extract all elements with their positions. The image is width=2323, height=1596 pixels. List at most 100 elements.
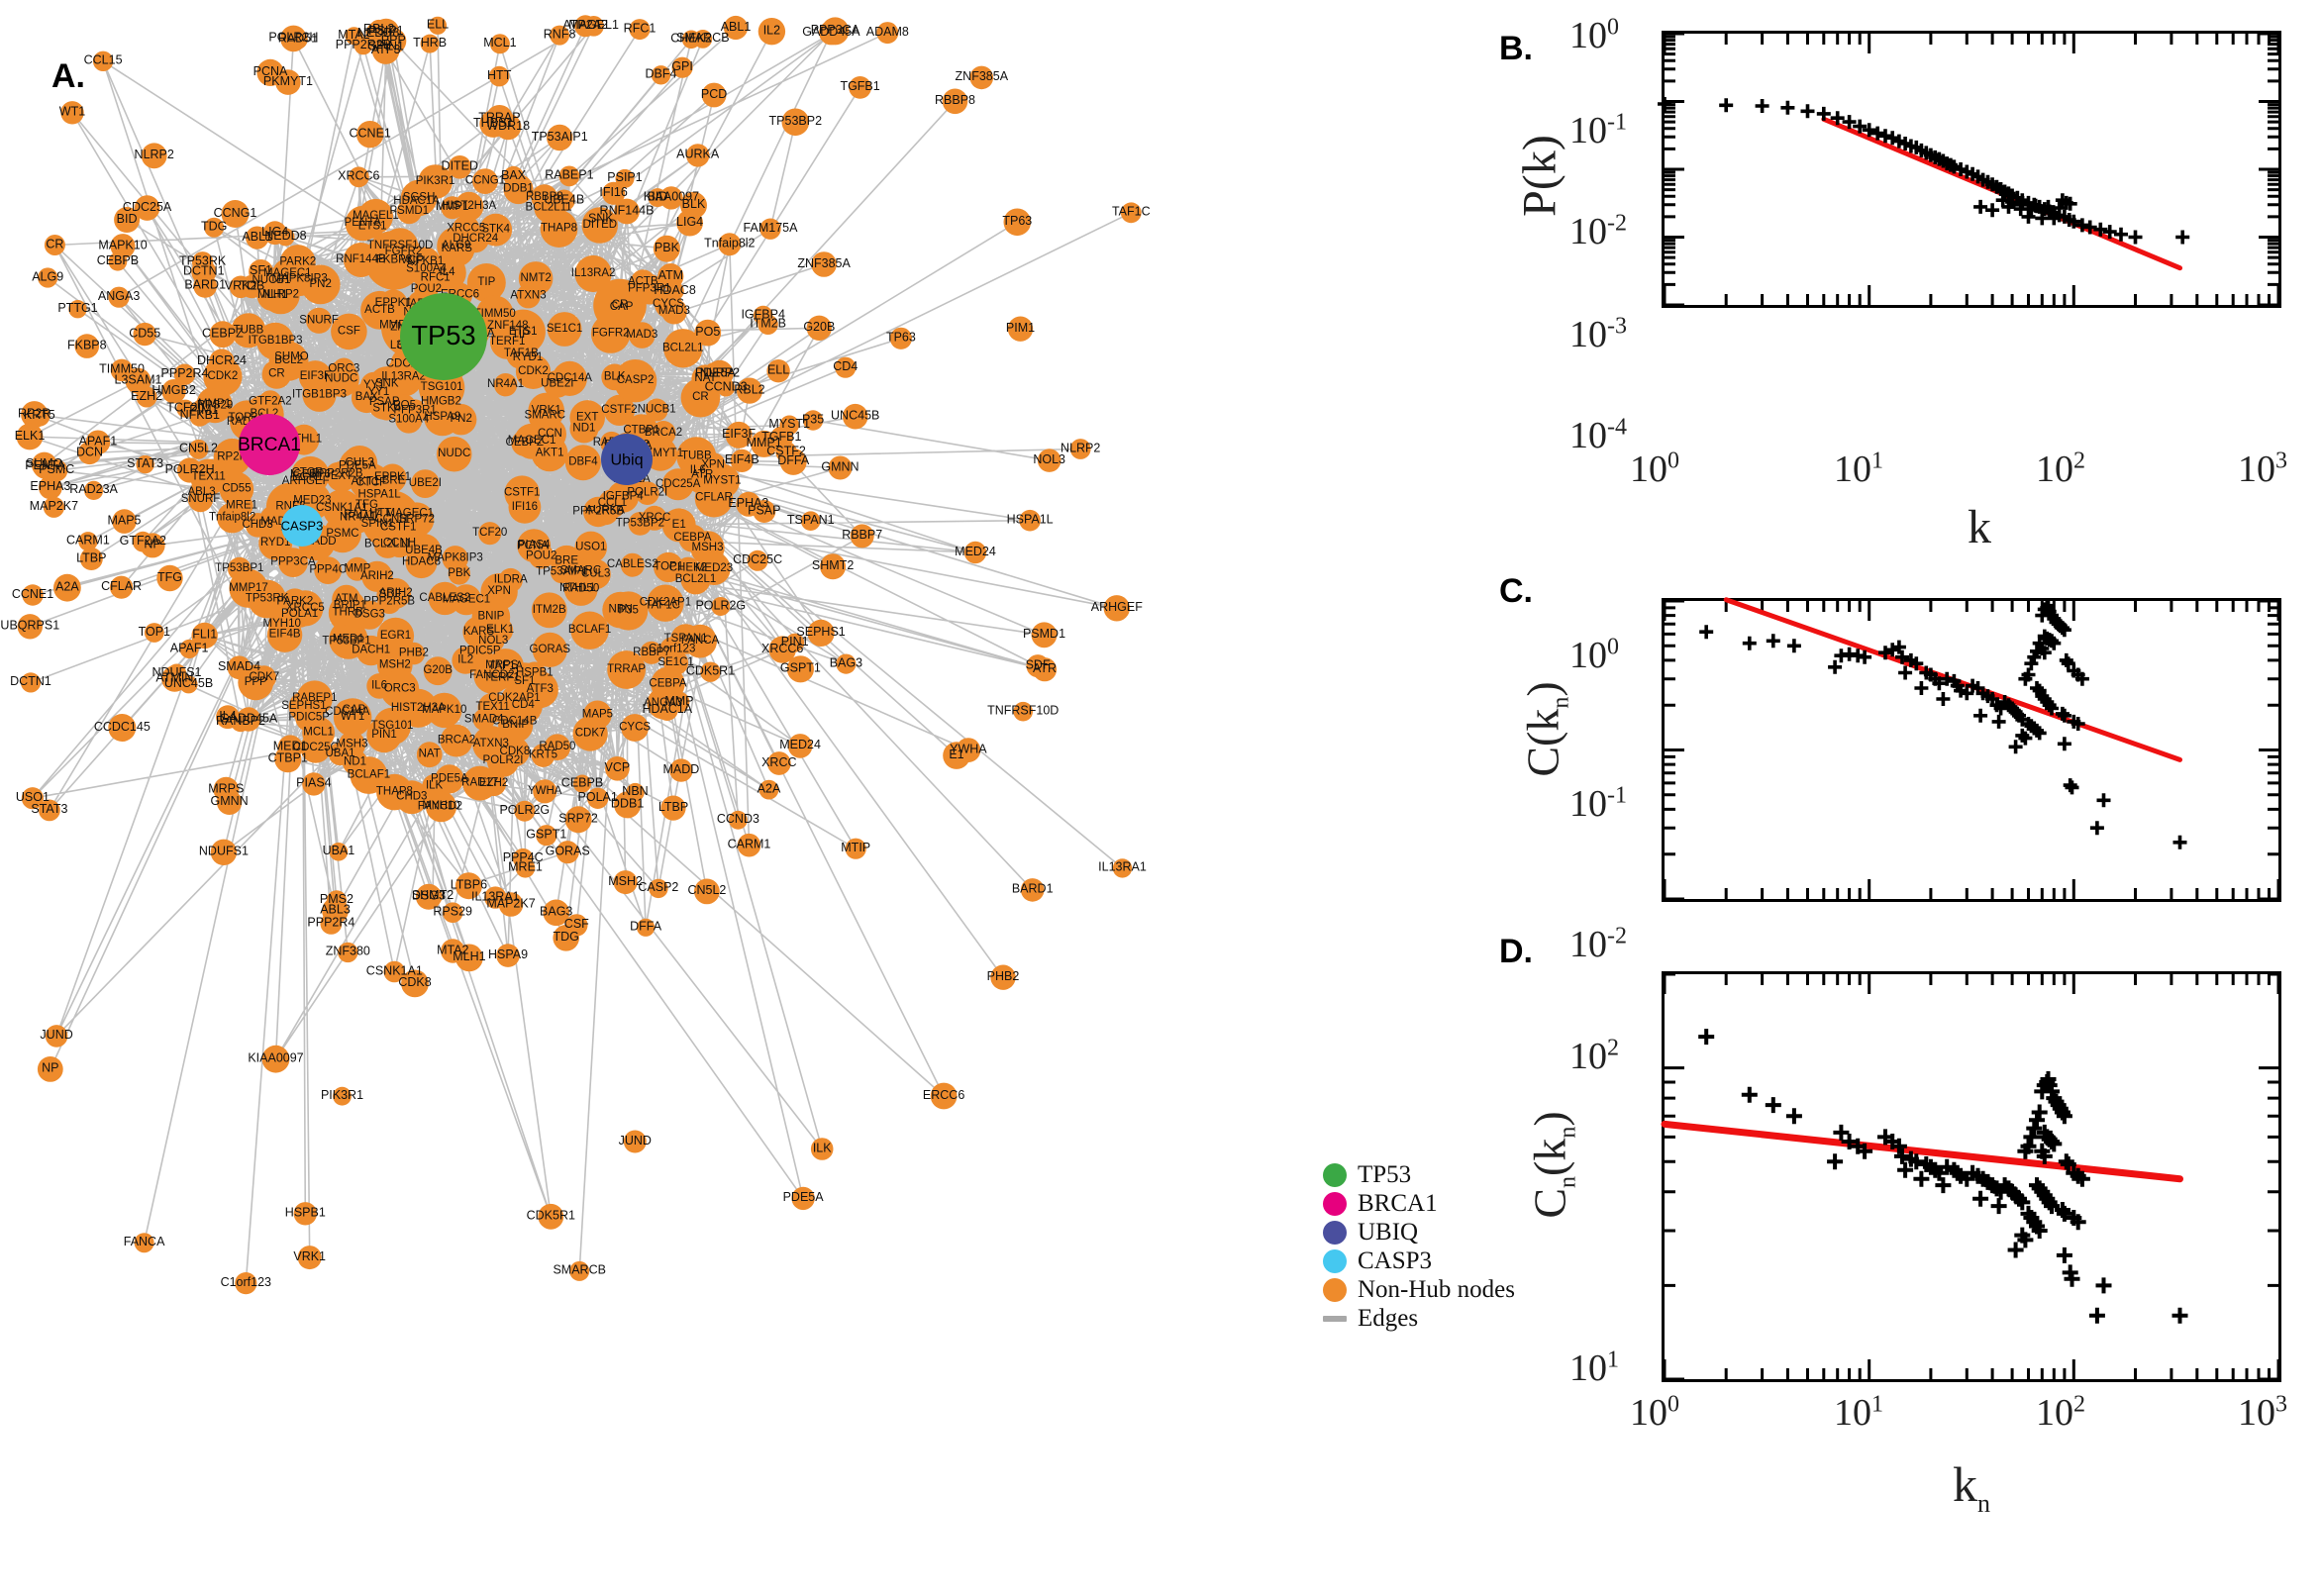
svg-text:STK4: STK4 [372,403,401,415]
svg-text:PPP2R2B: PPP2R2B [312,467,363,479]
power-law-fit-line [1661,1120,2183,1183]
network-hub-nodes[interactable]: TP53 BRCA1 Ubiq CASP3 [238,293,653,547]
svg-text:KRT5: KRT5 [529,749,557,761]
svg-text:IL13RA2: IL13RA2 [381,371,426,383]
panel-c-clustering: C. 100 10-1 10-2 C(kn) [1446,554,2323,965]
svg-text:SMARC: SMARC [560,565,602,577]
svg-text:EZH2: EZH2 [479,777,508,789]
svg-text:RYD1: RYD1 [513,351,543,363]
svg-text:DFFA: DFFA [630,920,662,934]
svg-text:FANCD2: FANCD2 [418,801,462,813]
panel-b-degree-distribution: B. 100 10-1 10-2 10-3 10-4 100 101 102 103 P(k) k [1446,0,2323,554]
panel-a-network: A. ABL3 TAF1B MAGEL1 CDC14A DHCR24 GMNN ALG9 RN… [0,15,1151,1295]
svg-text:POLR2H: POLR2H [268,31,318,45]
svg-text:ITGB1BP3: ITGB1BP3 [292,388,347,400]
svg-text:ERCC6: ERCC6 [923,1088,964,1102]
svg-text:CCNH: CCNH [374,514,407,526]
svg-text:MMP1: MMP1 [436,201,468,213]
svg-text:BNIP: BNIP [477,611,504,623]
svg-text:DCN: DCN [76,445,103,458]
panel-c-ytick-0: 100 [1569,634,1619,676]
svg-text:PARK2: PARK2 [279,256,316,268]
svg-text:APAF1: APAF1 [170,641,209,654]
panel-a-letter: A. [51,57,85,95]
svg-text:MAGEL1: MAGEL1 [568,18,619,32]
svg-text:PIN1: PIN1 [371,729,397,741]
svg-text:EXT: EXT [331,470,353,482]
svg-text:CHEK2: CHEK2 [669,562,707,574]
svg-text:KIAA0097: KIAA0097 [644,190,699,204]
svg-text:TP53BP1: TP53BP1 [215,562,263,574]
svg-text:CR: CR [692,391,709,403]
svg-text:G20B: G20B [803,320,835,334]
svg-text:CASP2: CASP2 [638,880,678,894]
svg-text:TOB: TOB [240,278,264,292]
svg-text:POLR2G: POLR2G [695,598,746,612]
svg-text:TSG101: TSG101 [421,381,463,393]
panel-c-plot-svg [1663,597,2280,901]
svg-text:CN5L2: CN5L2 [687,883,726,897]
svg-text:TP53RK: TP53RK [246,593,289,605]
svg-text:IL13RA1: IL13RA1 [471,889,520,903]
panel-b-ytick-3: 10-3 [1569,313,1627,355]
svg-text:TP53BP2: TP53BP2 [616,517,664,529]
svg-text:CR: CR [268,368,285,380]
svg-text:CTBP1: CTBP1 [268,750,308,764]
svg-text:RBBP8: RBBP8 [935,93,975,107]
svg-text:TFG: TFG [355,499,378,511]
svg-text:ATXN3: ATXN3 [510,290,546,302]
svg-text:IL4: IL4 [440,266,456,278]
svg-text:HDAC1A: HDAC1A [393,195,440,207]
panel-d-ytick-0: 102 [1569,1035,1619,1077]
svg-text:NUDC: NUDC [438,448,470,459]
svg-text:NTHL1: NTHL1 [559,582,595,594]
svg-text:CABLES2: CABLES2 [607,558,658,570]
svg-text:MAP5: MAP5 [107,513,141,527]
svg-text:MRPS: MRPS [485,659,519,671]
svg-text:C1orf123: C1orf123 [649,643,695,654]
svg-text:MYH10: MYH10 [422,800,459,812]
svg-text:CDK2: CDK2 [208,370,239,382]
svg-text:FGFR2: FGFR2 [592,328,630,340]
svg-text:THBS1: THBS1 [473,116,513,130]
svg-text:LIG4: LIG4 [676,215,703,229]
panel-d-xlabel: kn [1953,1456,1990,1518]
svg-text:THAP8: THAP8 [376,786,413,798]
svg-text:CFLAR: CFLAR [695,492,733,504]
svg-text:DDB1: DDB1 [611,797,644,811]
svg-text:MMP: MMP [344,562,370,574]
svg-text:VRK2: VRK2 [225,279,257,293]
svg-text:XRCC5: XRCC5 [286,602,325,614]
svg-text:CUL3: CUL3 [345,457,373,469]
panel-d-ylabel: Cn(kn) [1524,1111,1581,1219]
svg-text:TAF1B: TAF1B [504,348,539,359]
svg-text:CCNE1: CCNE1 [12,587,53,601]
svg-text:CSF: CSF [338,325,360,337]
svg-text:NP: NP [144,538,160,551]
svg-text:CEBPB: CEBPB [561,775,603,789]
svg-text:CYCS: CYCS [653,298,684,310]
svg-text:ADAM8: ADAM8 [866,25,909,39]
svg-text:EIF4B: EIF4B [269,629,301,641]
svg-text:CSNK1A1: CSNK1A1 [316,502,367,514]
svg-text:PSAP: PSAP [369,396,400,408]
svg-text:IL6: IL6 [690,464,706,476]
svg-text:PIK3R1: PIK3R1 [321,1088,363,1102]
svg-text:MTIP: MTIP [841,841,870,854]
svg-text:DFFA: DFFA [777,453,810,467]
svg-text:SMARC: SMARC [525,409,566,421]
svg-text:MSH2: MSH2 [608,874,643,888]
panel-b-ytick-0: 100 [1569,14,1619,56]
svg-text:HIST2H3A: HIST2H3A [442,200,496,212]
svg-text:BRE: BRE [382,475,406,487]
svg-text:IFI16: IFI16 [512,501,538,513]
svg-text:PDE5A: PDE5A [695,366,737,380]
svg-text:CYCS: CYCS [619,722,651,734]
panel-b-ytick-4: 10-4 [1569,414,1627,456]
svg-text:PHB2: PHB2 [399,648,429,659]
svg-text:EZH2: EZH2 [131,389,162,403]
svg-text:CDC25C: CDC25C [293,742,339,753]
svg-text:PPP2R4: PPP2R4 [161,366,209,380]
svg-text:Tnfaip8l2: Tnfaip8l2 [704,236,755,249]
svg-text:EIF3F: EIF3F [722,427,756,441]
